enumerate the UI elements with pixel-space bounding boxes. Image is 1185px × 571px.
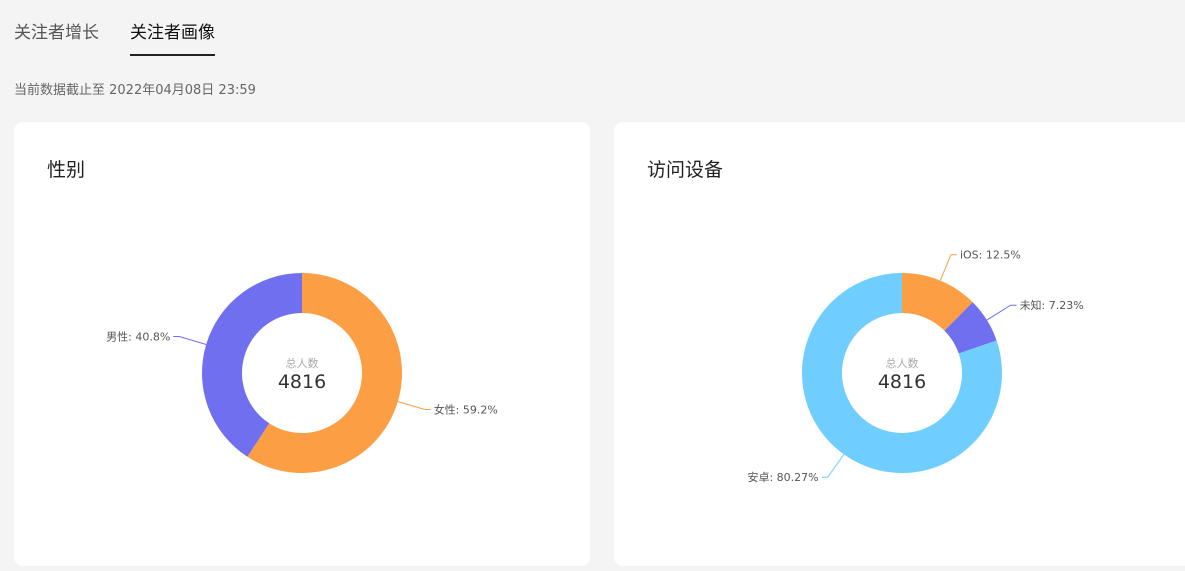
device-leader-line-1 xyxy=(986,304,1017,321)
device-center-label: 总人数 xyxy=(885,357,919,370)
gender-center-label: 总人数 xyxy=(285,357,319,370)
device-chart-title: 访问设备 xyxy=(647,159,724,181)
device-center-value: 4816 xyxy=(877,371,927,393)
device-slice-label-2: 安卓: 80.27% xyxy=(747,470,818,484)
device-leader-line-0 xyxy=(939,254,957,281)
gender-donut-chart: 女性: 59.2% 男性: 40.8% xyxy=(106,273,498,473)
data-cutoff-note: 当前数据截止至 2022年04月08日 23:59 xyxy=(14,83,256,98)
device-slice-label-0: iOS: 12.5% xyxy=(960,249,1021,262)
gender-slice-1[interactable] xyxy=(202,273,302,457)
tab-follower-profile[interactable]: 关注者画像 xyxy=(130,0,215,56)
device-slice-label-1: 未知: 7.23% xyxy=(1020,298,1084,312)
gender-slice-0[interactable] xyxy=(247,273,402,473)
gender-chart-title: 性别 xyxy=(47,159,86,181)
device-card: 访问设备 iOS: 12.5% 未知: 7.23% 安卓: 80.27% 总人数 4… xyxy=(614,122,1185,566)
gender-card: 性别 女性: 59.2% 男性: 40.8% 总人数 4816 xyxy=(14,122,590,566)
gender-leader-line-1 xyxy=(173,336,207,345)
device-leader-line-2 xyxy=(821,454,845,478)
device-slice-0[interactable] xyxy=(902,273,973,331)
device-slice-1[interactable] xyxy=(944,302,997,354)
tab-bar: 关注者增长 关注者画像 xyxy=(14,0,246,56)
gender-center-value: 4816 xyxy=(277,371,327,393)
tab-follower-growth[interactable]: 关注者增长 xyxy=(14,23,99,43)
gender-slice-label-1: 男性: 40.8% xyxy=(106,330,170,344)
gender-leader-line-0 xyxy=(397,401,431,410)
device-slice-2[interactable] xyxy=(801,273,1002,474)
device-donut-chart: iOS: 12.5% 未知: 7.23% 安卓: 80.27% xyxy=(747,249,1084,484)
gender-slice-label-0: 女性: 59.2% xyxy=(434,402,498,416)
